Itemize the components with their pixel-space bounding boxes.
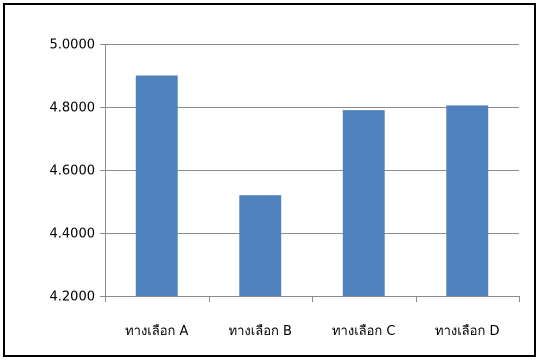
y-tick-label: 4.2000 xyxy=(50,290,96,305)
axes xyxy=(100,44,520,302)
bar xyxy=(135,75,178,296)
chart-frame: 5.0000 4.8000 4.6000 4.4000 4.2000 ทางเลือก … xyxy=(3,3,536,357)
x-tick-label: ทางเลือก A xyxy=(125,323,188,339)
y-tick-labels: 5.0000 4.8000 4.6000 4.4000 4.2000 xyxy=(50,38,96,305)
bar-chart: 5.0000 4.8000 4.6000 4.4000 4.2000 ทางเลือก … xyxy=(50,38,520,339)
bar xyxy=(239,195,282,296)
y-tick-label: 4.8000 xyxy=(50,101,96,116)
x-tick-label: ทางเลือก C xyxy=(332,323,396,339)
y-tick-label: 4.6000 xyxy=(50,164,96,179)
bar xyxy=(446,105,489,296)
bars xyxy=(135,75,489,297)
bar xyxy=(342,110,385,297)
y-tick-label: 4.4000 xyxy=(50,227,96,242)
x-tick-label: ทางเลือก D xyxy=(435,323,499,339)
y-tick-label: 5.0000 xyxy=(50,38,96,53)
x-tick-label: ทางเลือก B xyxy=(229,323,292,339)
x-tick-labels: ทางเลือก A ทางเลือก B ทางเลือก C ทางเลือก D xyxy=(125,323,499,339)
